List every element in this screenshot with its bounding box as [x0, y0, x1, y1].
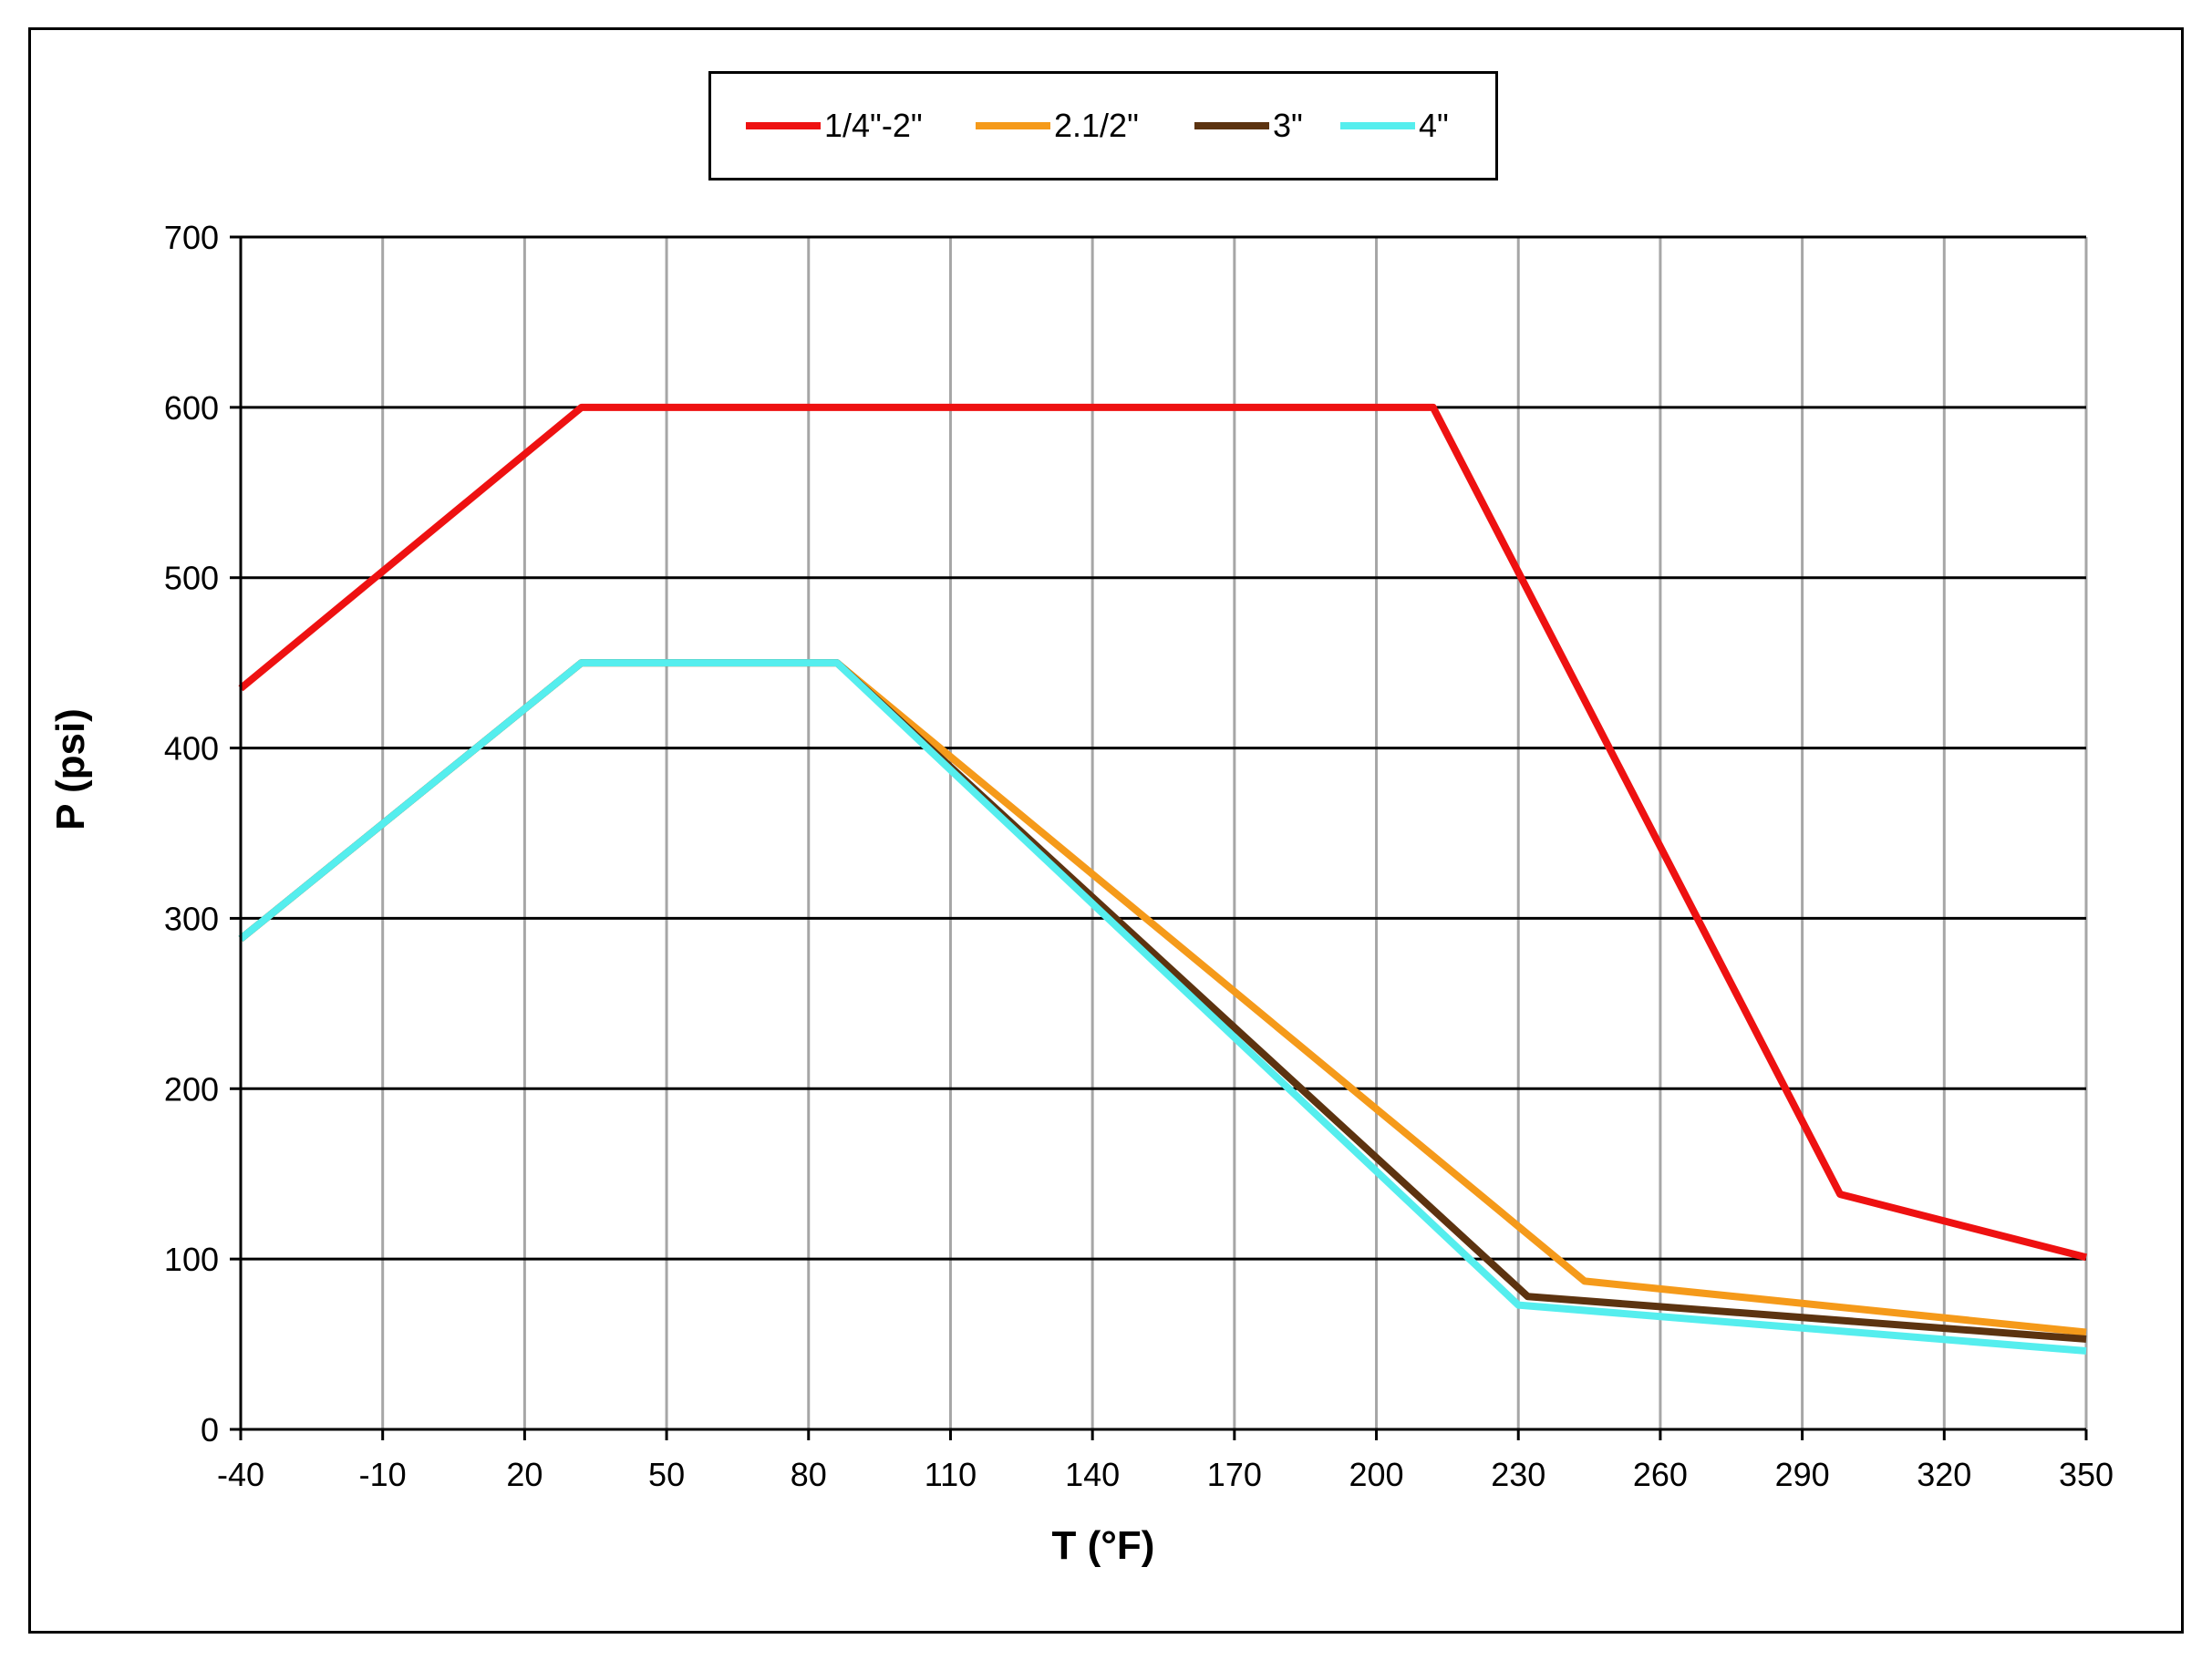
legend-item-3: 3": [1194, 74, 1303, 178]
series-line-2: [238, 659, 2087, 1336]
legend-label-1: 1/4"-2": [824, 107, 923, 144]
legend-swatch-4: [1340, 122, 1415, 129]
chart-frame: [28, 27, 2184, 1634]
x-tick-label: 260: [1633, 1456, 1688, 1493]
x-tick-label: 50: [648, 1456, 685, 1493]
series-layer: [238, 403, 2087, 1355]
x-tick-label: 170: [1207, 1456, 1262, 1493]
x-tick-label: 110: [925, 1456, 977, 1493]
x-tick-label: 230: [1491, 1456, 1545, 1493]
y-tick-label: 400: [164, 730, 219, 768]
y-tick-label: 600: [164, 389, 219, 427]
y-tick-label: 300: [164, 900, 219, 937]
y-tick-label: 100: [164, 1241, 219, 1278]
legend-item-4: 4": [1340, 74, 1449, 178]
legend-swatch-1: [746, 122, 821, 129]
series-line-3: [238, 659, 2087, 1343]
axis-layer: -40 -10 20 50 80 110 140 170 200 230 260 290 320 350 0…: [164, 219, 2114, 1493]
y-tick-label: 500: [164, 560, 219, 597]
x-tick-label: -40: [217, 1456, 264, 1493]
legend-item-2: 2.1/2": [976, 74, 1139, 178]
legend-label-4: 4": [1419, 107, 1449, 144]
legend-item-1: 1/4"-2": [746, 74, 923, 178]
x-tick-label: 20: [506, 1456, 543, 1493]
x-tick-label: 200: [1349, 1456, 1403, 1493]
x-tick-label: 350: [2059, 1456, 2114, 1493]
legend-swatch-2: [976, 122, 1050, 129]
x-axis-title: T (°F): [1052, 1523, 1155, 1568]
x-tick-label: 290: [1775, 1456, 1830, 1493]
legend-label-2: 2.1/2": [1054, 107, 1139, 144]
y-axis-title: P (psi): [48, 708, 93, 830]
grid-layer: [241, 235, 2088, 1429]
y-tick-label: 0: [201, 1411, 219, 1449]
legend-label-3: 3": [1273, 107, 1303, 144]
x-tick-label: 320: [1917, 1456, 1971, 1493]
x-tick-label: -10: [359, 1456, 407, 1493]
series-line-4: [238, 659, 2087, 1355]
x-tick-label: 140: [1065, 1456, 1120, 1493]
y-tick-label: 200: [164, 1070, 219, 1108]
legend: 1/4"-2" 2.1/2" 3" 4": [708, 71, 1498, 180]
y-tick-label: 700: [164, 219, 219, 256]
legend-swatch-3: [1194, 122, 1269, 129]
series-line-1: [238, 403, 2087, 1262]
x-tick-label: 80: [791, 1456, 827, 1493]
